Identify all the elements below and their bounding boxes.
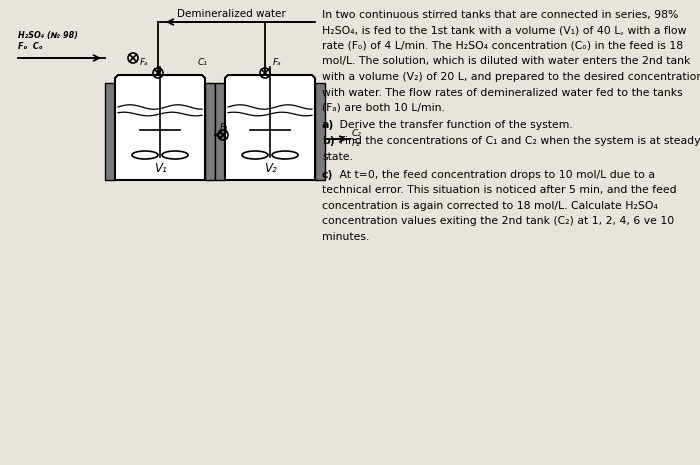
Text: rate (Fₒ) of 4 L/min. The H₂SO₄ concentration (Cₒ) in the feed is 18: rate (Fₒ) of 4 L/min. The H₂SO₄ concentr…: [322, 41, 683, 51]
Polygon shape: [105, 83, 115, 180]
Text: In two continuous stirred tanks that are connected in series, 98%: In two continuous stirred tanks that are…: [322, 10, 678, 20]
Text: Fₐ: Fₐ: [273, 59, 281, 67]
Polygon shape: [115, 75, 205, 180]
Text: Derive the transfer function of the system.: Derive the transfer function of the syst…: [336, 120, 573, 131]
Polygon shape: [225, 75, 315, 180]
Text: Demineralized water: Demineralized water: [177, 9, 286, 19]
Text: with a volume (V₂) of 20 L, and prepared to the desired concentration: with a volume (V₂) of 20 L, and prepared…: [322, 72, 700, 82]
Text: minutes.: minutes.: [322, 232, 370, 242]
Text: b): b): [322, 136, 335, 146]
Text: V₂: V₂: [264, 161, 276, 174]
Text: C₂: C₂: [352, 129, 362, 139]
Text: mol/L. The solution, which is diluted with water enters the 2nd tank: mol/L. The solution, which is diluted wi…: [322, 57, 690, 66]
Text: F₂: F₂: [352, 140, 361, 148]
Text: V₁: V₁: [153, 161, 167, 174]
Text: At t=0, the feed concentration drops to 10 mol/L due to a: At t=0, the feed concentration drops to …: [336, 170, 655, 180]
Text: state.: state.: [322, 152, 353, 161]
Text: H₂SO₄ (№ 98): H₂SO₄ (№ 98): [18, 32, 78, 40]
Text: c): c): [322, 170, 333, 180]
Text: a): a): [322, 120, 335, 131]
Polygon shape: [205, 83, 215, 180]
Text: Fₐ: Fₐ: [140, 59, 148, 67]
Text: concentration values exiting the 2nd tank (C₂) at 1, 2, 4, 6 ve 10: concentration values exiting the 2nd tan…: [322, 217, 674, 226]
Text: C₁: C₁: [198, 59, 208, 67]
Text: Fₒ  Cₒ: Fₒ Cₒ: [18, 42, 43, 52]
Text: Find the concentrations of C₁ and C₂ when the system is at steady: Find the concentrations of C₁ and C₂ whe…: [336, 136, 700, 146]
Text: F₁: F₁: [220, 122, 229, 132]
Text: concentration is again corrected to 18 mol/L. Calculate H₂SO₄: concentration is again corrected to 18 m…: [322, 201, 658, 211]
Polygon shape: [215, 83, 225, 180]
Text: technical error. This situation is noticed after 5 min, and the feed: technical error. This situation is notic…: [322, 186, 677, 195]
Text: with water. The flow rates of demineralized water fed to the tanks: with water. The flow rates of deminerali…: [322, 87, 682, 98]
Text: (Fₐ) are both 10 L/min.: (Fₐ) are both 10 L/min.: [322, 103, 445, 113]
Text: H₂SO₄, is fed to the 1st tank with a volume (V₁) of 40 L, with a flow: H₂SO₄, is fed to the 1st tank with a vol…: [322, 26, 687, 35]
Polygon shape: [315, 83, 325, 180]
